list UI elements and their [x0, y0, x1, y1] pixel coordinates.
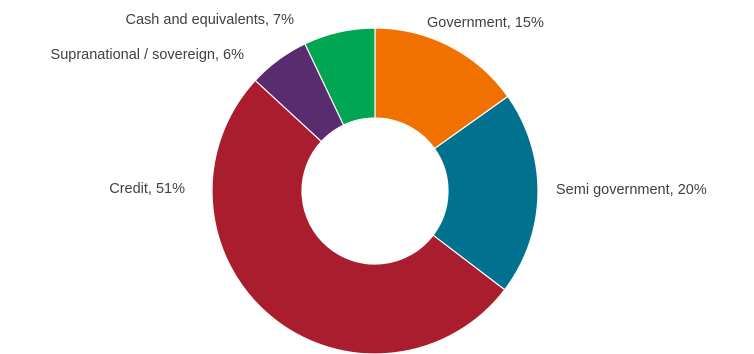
slice-label-government: Government, 15%	[427, 15, 544, 31]
slice-semi-government	[432, 95, 539, 291]
slice-label-semi-government: Semi government, 20%	[556, 182, 707, 198]
slice-labels: Government, 15% Semi government, 20% Credi…	[51, 12, 707, 198]
slice-label-cash-and-equivalents: Cash and equivalents, 7%	[126, 12, 295, 28]
slice-label-credit: Credit, 51%	[109, 181, 185, 197]
slice-government	[374, 27, 509, 150]
slice-label-supranational-sovereign: Supranational / sovereign, 6%	[51, 47, 245, 63]
slice-cash-and-equivalents	[304, 27, 376, 126]
donut-slices	[211, 27, 539, 354]
